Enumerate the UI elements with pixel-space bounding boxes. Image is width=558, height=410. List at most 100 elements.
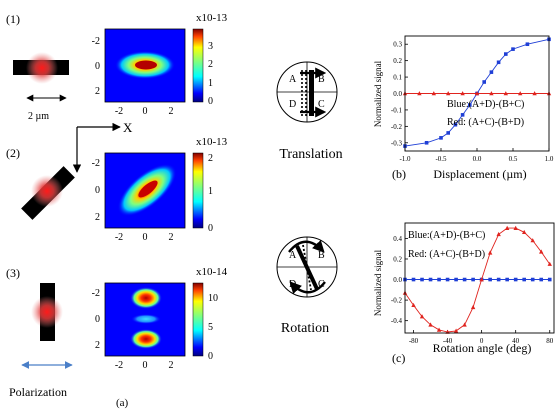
chart-b-legend-blue: Blue:(A+D)-(B+C) <box>447 99 524 110</box>
chart-c-series-0-point <box>530 277 535 282</box>
chart-c-legend-red: Red: (A+C)-(B+D) <box>408 249 485 260</box>
chart-c-legend-blue: Blue:(A+D)-(B+C) <box>408 230 485 241</box>
chart-c-ytick-label: -0.4 <box>391 317 403 325</box>
translation-label: Translation <box>279 147 342 162</box>
heatmap-3: -2 0 2 -2 0 2 x10-14 10 5 0 <box>92 266 228 371</box>
chart-b-series-1-point <box>417 91 422 96</box>
chart-c-frame <box>404 222 555 334</box>
chart-c-series-1-point <box>470 304 476 310</box>
heatmap-1-ytick: 2 <box>95 86 100 97</box>
chart-b-xtick-label: -1.0 <box>399 155 411 163</box>
chart-b-xtick-label: 0.5 <box>509 155 518 163</box>
chart-b-series-0-point <box>453 122 458 127</box>
chart-c-series-1-point <box>530 238 535 243</box>
focused-spot-2 <box>31 175 63 207</box>
chart-c-series-0-point <box>454 277 458 282</box>
colorbar-2-tick: 1 <box>208 186 213 197</box>
chart-c-series-0-point <box>420 277 424 282</box>
chart-c-series-1-point <box>453 328 459 333</box>
chart-b-series-0-point <box>439 136 443 140</box>
chart-c-xtick-label: -40 <box>443 337 453 345</box>
chart-c-ytick-label: -0.2 <box>391 297 403 305</box>
heatmap-3-xtick: 0 <box>143 360 148 371</box>
chart-c-series-0-point <box>488 277 492 282</box>
chart-c-xtick-label: 80 <box>546 337 554 345</box>
heatmap-2-frame <box>104 152 186 229</box>
heatmap-2-ytick: 0 <box>95 185 100 196</box>
colorbar-2 <box>192 152 204 229</box>
chart-c-series-1-point <box>539 249 544 254</box>
chart-b-frame <box>404 35 550 152</box>
colorbar-1-tick: 3 <box>208 41 213 52</box>
heatmap-2-ytick: -2 <box>92 158 100 169</box>
chart-c-ytick-label: 0.0 <box>393 276 402 284</box>
chart-b-ytick-label: -0.2 <box>391 123 403 131</box>
chart-c-series-1-point <box>479 277 484 282</box>
moving-bar <box>309 70 314 116</box>
chart-c-xlabel: Rotation angle (deg) <box>433 341 532 355</box>
heatmap-3-lobe-bottom <box>130 329 162 349</box>
heatmap-3-ytick: 2 <box>95 340 100 351</box>
quadrant-detector-translation: A B C D Translation <box>276 61 343 162</box>
colorbar-3-exponent: x10-14 <box>196 266 228 278</box>
quadrant-detector-rotation: A B C D Rotation <box>276 236 338 336</box>
chart-b-ytick-label: -0.1 <box>391 106 403 114</box>
chart-c-series-0-point <box>513 277 518 282</box>
heatmap-1-xtick: 0 <box>143 106 148 117</box>
chart-c-series-1-point <box>428 322 433 327</box>
row-2-illustration: X Y <box>21 120 133 220</box>
quadrant-label-a: A <box>289 250 297 261</box>
rotated-bar <box>295 245 319 290</box>
colorbar-3-tick: 5 <box>208 322 213 333</box>
chart-c-series-0-point <box>547 277 552 282</box>
heatmap-1-ytick: 0 <box>95 61 100 72</box>
chart-b-series-1-point <box>489 91 494 96</box>
chart-c-series-1-point <box>547 261 552 266</box>
chart-b-ytick-label: 0.2 <box>393 57 402 65</box>
rotation-arrow-top <box>288 239 325 253</box>
heatmap-1-xtick: -2 <box>115 106 123 117</box>
chart-b-series-0-point <box>482 80 486 84</box>
chart-c-series-0-point <box>428 277 433 282</box>
focused-spot <box>26 52 58 84</box>
quadrant-label-a: A <box>289 74 297 85</box>
heatmap-3-ytick: 0 <box>95 314 100 325</box>
colorbar-2-tick: 0 <box>208 223 213 234</box>
chart-b-series-1-point <box>460 91 465 96</box>
heatmap-3-lobe-top <box>130 287 162 309</box>
chart-b-legend-red: Red: (A+C)-(B+D) <box>447 117 524 128</box>
heatmap-2-ytick: 2 <box>95 212 100 223</box>
chart-b-xlabel: Displacement (µm) <box>433 167 526 181</box>
chart-c-ytick-label: 0.2 <box>393 255 402 263</box>
chart-b-ylabel: Normalized signal <box>373 60 383 127</box>
colorbar-1-tick: 1 <box>208 78 213 89</box>
chart-b-series-0-point <box>489 70 494 74</box>
chart-c-series-0-point <box>505 277 509 282</box>
chart-c-xtick-label: 0 <box>480 337 484 345</box>
chart-c-series-0-point <box>471 277 475 282</box>
chart-b-series-1-point <box>518 91 523 96</box>
chart-b-series-0-point <box>460 113 465 117</box>
colorbar-3 <box>192 282 204 357</box>
chart-c: Normalized signal 0.4 0.2 0.0 -0.2 -0.4 -80 -… <box>373 222 555 365</box>
heatmap-2-core <box>138 180 158 198</box>
heatmap-2-xtick: 2 <box>169 232 174 243</box>
quadrant-label-b: B <box>318 250 325 261</box>
chart-c-xtick-label: -80 <box>409 337 419 345</box>
heatmap-1: -2 0 2 -2 0 2 x10-13 3 2 1 0 <box>92 12 228 117</box>
quadrant-label-b: B <box>318 74 325 85</box>
colorbar-1-exponent: x10-13 <box>196 12 228 24</box>
row-1-illustration: 2 µm <box>13 52 69 122</box>
chart-c-series-0-point <box>462 277 467 282</box>
chart-b-series-1-point <box>431 91 436 96</box>
chart-b-ytick-label: 0.1 <box>393 74 402 82</box>
polarization-label: Polarization <box>9 385 67 399</box>
chart-b-ytick-label: -0.3 <box>391 139 403 147</box>
heatmap-3-xtick: -2 <box>115 360 123 371</box>
chart-b-xtick-label: 0.0 <box>473 155 482 163</box>
heatmap-2-xtick: 0 <box>143 232 148 243</box>
chart-c-series-1-point <box>487 250 493 255</box>
colorbar-3-tick: 10 <box>208 293 218 304</box>
chart-c-xtick-label: 40 <box>512 337 520 345</box>
chart-b-series-0-point <box>511 47 515 51</box>
